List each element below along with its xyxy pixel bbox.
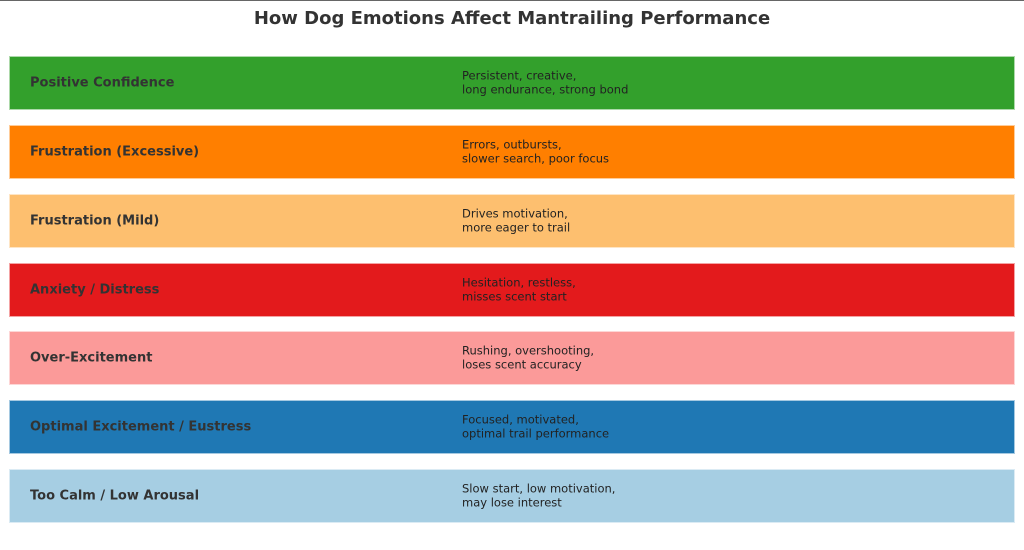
emotion-effect: Slow start, low motivation, may lose inte… [462,481,616,510]
effect-line: may lose interest [462,495,562,509]
emotion-label: Optimal Excitement / Eustress [30,419,252,435]
effect-line: Hesitation, restless, [462,275,576,290]
effect-line: Slow start, low motivation, [462,481,616,496]
emotion-effect: Focused, motivated, optimal trail perform… [462,412,610,441]
effect-line: Persistent, creative, [462,68,577,83]
effect-line: Drives motivation, [462,206,568,221]
effect-line: Focused, motivated, [462,412,579,427]
effect-line: Errors, outbursts, [462,137,562,152]
emotion-effect: Persistent, creative, long endurance, str… [462,68,629,97]
emotion-row: Frustration (Excessive) Errors, outburst… [9,125,1015,179]
emotion-row: Optimal Excitement / Eustress Focused, m… [9,400,1015,454]
emotion-effect: Drives motivation, more eager to trail [462,206,571,235]
emotion-label: Positive Confidence [30,75,175,91]
emotion-row: Frustration (Mild) Drives motivation, mor… [9,194,1015,248]
emotion-label: Over-Excitement [30,350,153,366]
emotion-label: Frustration (Excessive) [30,144,200,160]
effect-line: Rushing, overshooting, [462,343,595,358]
emotion-row: Too Calm / Low Arousal Slow start, low m… [9,469,1015,523]
emotion-row: Over-Excitement Rushing, overshooting, lo… [9,331,1015,385]
effect-line: long endurance, strong bond [462,82,629,96]
emotion-label: Too Calm / Low Arousal [30,488,200,504]
emotion-effect: Errors, outbursts, slower search, poor fo… [462,137,610,166]
effect-line: more eager to trail [462,220,571,234]
emotion-effect: Rushing, overshooting, loses scent accura… [462,343,595,372]
emotion-row: Anxiety / Distress Hesitation, restless,… [9,263,1015,317]
effect-line: misses scent start [462,289,567,303]
emotion-label: Anxiety / Distress [30,282,160,298]
effect-line: optimal trail performance [462,426,610,440]
emotion-effect: Hesitation, restless, misses scent start [462,275,576,304]
emotion-row: Positive Confidence Persistent, creative… [9,56,1015,110]
effect-line: slower search, poor focus [462,151,610,165]
emotion-label: Frustration (Mild) [30,213,160,229]
diagram-title: How Dog Emotions Affect Mantrailing Perf… [253,8,771,29]
effect-line: loses scent accuracy [462,357,582,371]
